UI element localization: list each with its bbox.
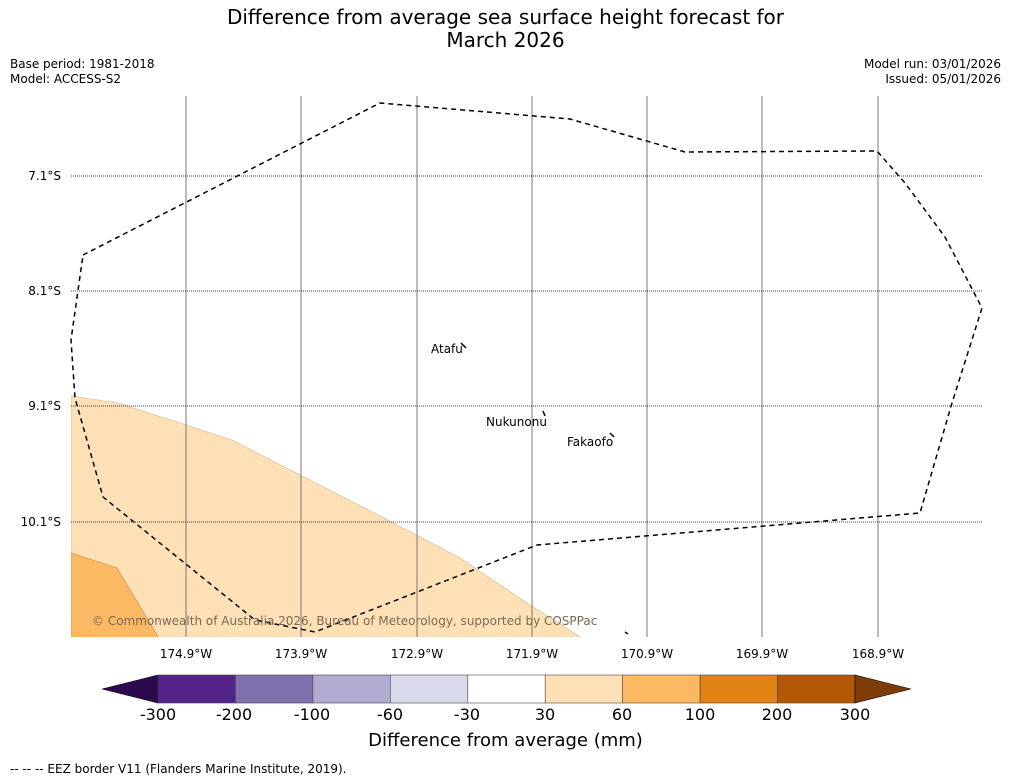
- colorbar: [101, 674, 912, 704]
- atoll-shapes: [460, 342, 629, 635]
- colorbar-segment: [235, 674, 314, 704]
- colorbar-segment: [777, 674, 856, 704]
- colorbar-segment: [467, 674, 546, 704]
- meta-left: Base period: 1981-2018 Model: ACCESS-S2: [10, 57, 155, 87]
- base-period: Base period: 1981-2018: [10, 57, 155, 71]
- fakaofo-atoll: [609, 432, 615, 438]
- meridian-lines: [185, 96, 879, 637]
- anomaly-region-30-60: [71, 395, 581, 637]
- colorbar-tick: 200: [761, 705, 793, 724]
- colorbar-tick: 60: [611, 705, 633, 724]
- colorbar-extend-high: [854, 674, 912, 704]
- small-islet: [624, 631, 629, 635]
- colorbar-tick: 300: [839, 705, 871, 724]
- lon-label: 174.9°W: [159, 647, 213, 661]
- colorbar-segment: [390, 674, 469, 704]
- nukunonu-atoll: [542, 410, 546, 417]
- map-title: Difference from average sea surface heig…: [0, 6, 1011, 52]
- lat-label: 7.1°S: [28, 169, 61, 183]
- issued-date: Issued: 05/01/2026: [885, 72, 1001, 86]
- colorbar-segment: [544, 674, 623, 704]
- model-name: Model: ACCESS-S2: [10, 72, 122, 86]
- colorbar-segment: [312, 674, 391, 704]
- colorbar-segment: [157, 674, 236, 704]
- title-line-2: March 2026: [446, 28, 565, 52]
- lat-label: 9.1°S: [28, 399, 61, 413]
- anomaly-shading: [71, 395, 581, 637]
- place-fakaofo: Fakaofo: [567, 435, 614, 449]
- copyright-notice: © Commonwealth of Australia 2026, Bureau…: [92, 614, 598, 628]
- lat-label: 10.1°S: [20, 515, 61, 529]
- colorbar-tick: -300: [139, 705, 177, 724]
- eez-legend-footer: -- -- -- EEZ border V11 (Flanders Marine…: [10, 762, 347, 776]
- lon-label: 172.9°W: [390, 647, 444, 661]
- title-line-1: Difference from average sea surface heig…: [226, 5, 785, 29]
- eez-border: [70, 102, 983, 633]
- colorbar-tick: 100: [684, 705, 716, 724]
- place-nukunonu: Nukunonu: [486, 415, 547, 429]
- place-atafu: Atafu: [431, 342, 463, 356]
- colorbar-tick: -200: [215, 705, 253, 724]
- model-run: Model run: 03/01/2026: [863, 57, 1001, 71]
- colorbar-segment: [622, 674, 701, 704]
- lon-label: 173.9°W: [274, 647, 328, 661]
- colorbar-segment: [699, 674, 778, 704]
- lon-label: 168.9°W: [851, 647, 905, 661]
- colorbar-tick: -30: [453, 705, 481, 724]
- lon-label: 170.9°W: [620, 647, 674, 661]
- colorbar-extend-low: [101, 674, 159, 704]
- colorbar-label: Difference from average (mm): [368, 730, 643, 751]
- lon-label: 171.9°W: [505, 647, 559, 661]
- colorbar-tick: -60: [376, 705, 404, 724]
- meta-right: Model run: 03/01/2026 Issued: 05/01/2026: [864, 57, 1001, 87]
- lon-label: 169.9°W: [735, 647, 789, 661]
- lat-label: 8.1°S: [28, 284, 61, 298]
- colorbar-tick: 30: [534, 705, 556, 724]
- anomaly-region-60-100: [71, 552, 159, 637]
- atafu-atoll: [460, 342, 467, 349]
- colorbar-tick: -100: [293, 705, 331, 724]
